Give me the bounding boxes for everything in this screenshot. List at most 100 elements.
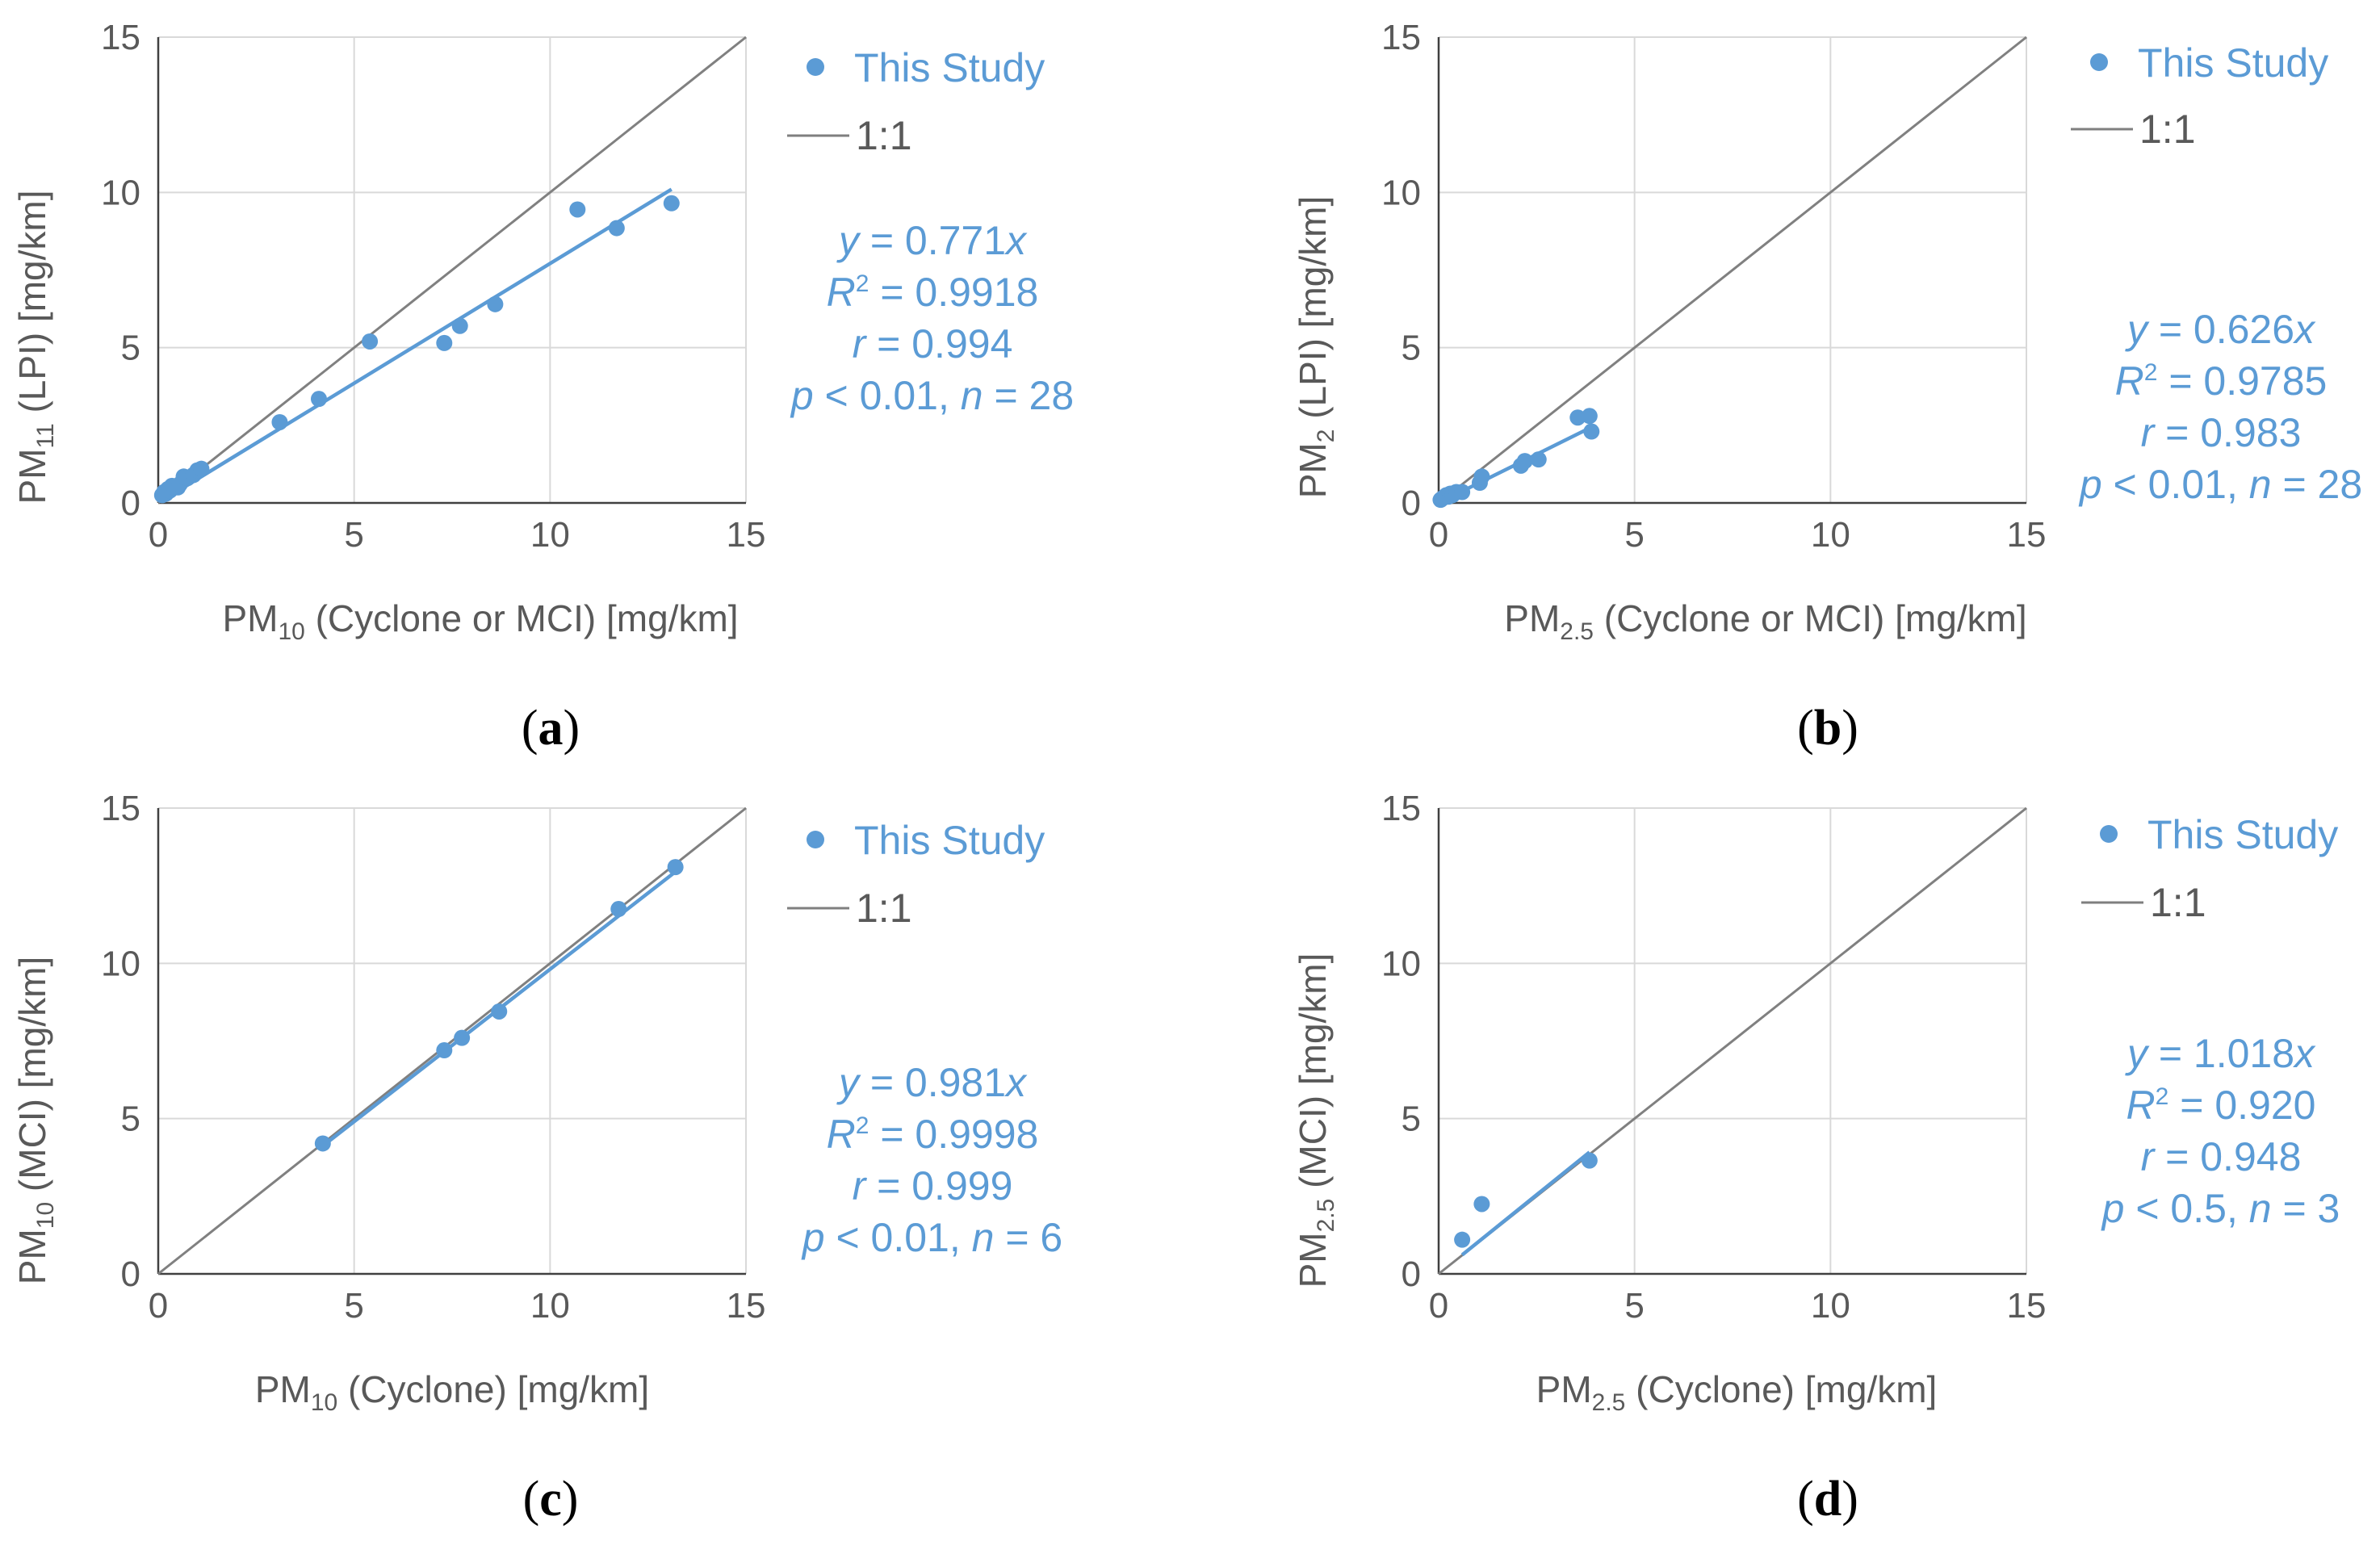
stat-r-d: r = 0.948 bbox=[2141, 1134, 2302, 1179]
y-tick-label-b-0: 0 bbox=[1402, 484, 1421, 523]
data-point-a-17 bbox=[436, 334, 453, 351]
stat-equation-d: y = 1.018x bbox=[2125, 1031, 2316, 1076]
plot-area-c: 00 5 5 10 10 15 15 bbox=[101, 789, 765, 1326]
data-point-c-2 bbox=[454, 1029, 471, 1046]
legend-series-a: This Study bbox=[854, 45, 1045, 90]
y-axis-label-b: PM2 (LPI) [mg/km] bbox=[1292, 196, 1339, 499]
fit-line-d bbox=[1460, 1150, 1591, 1257]
legend-reference-b: 1:1 bbox=[2139, 107, 2196, 152]
data-point-d-1 bbox=[1473, 1196, 1490, 1213]
stat-r2-d: R2 = 0.920 bbox=[2126, 1083, 2316, 1128]
legend-reference-c: 1:1 bbox=[856, 886, 912, 931]
stat-equation-a: y = 0.771x bbox=[836, 218, 1028, 263]
x-tick-label-d-0: 0 bbox=[1429, 1286, 1448, 1326]
stat-r-a: r = 0.994 bbox=[853, 321, 1013, 367]
x-axis-label-d: PM2.5 (Cyclone) [mg/km] bbox=[1536, 1368, 1938, 1416]
reference-line-a bbox=[157, 36, 747, 505]
stat-r-c: r = 0.999 bbox=[853, 1163, 1013, 1208]
data-point-c-3 bbox=[491, 1003, 508, 1020]
stat-equation-c: y = 0.981x bbox=[836, 1060, 1028, 1105]
panel-label-a: (a) bbox=[522, 701, 580, 756]
data-point-d-2 bbox=[1581, 1152, 1598, 1169]
data-point-a-14 bbox=[271, 413, 288, 430]
data-point-a-13 bbox=[193, 460, 210, 477]
data-point-b-14 bbox=[1569, 409, 1586, 426]
x-axis-label-c: PM10 (Cyclone) [mg/km] bbox=[255, 1368, 649, 1416]
y-tick-label-b-2: 10 bbox=[1381, 173, 1421, 212]
y-tick-label-c-0: 0 bbox=[121, 1255, 140, 1294]
y-tick-label-d-3: 15 bbox=[1381, 789, 1421, 828]
y-tick-label-d-1: 5 bbox=[1402, 1100, 1421, 1139]
data-point-a-22 bbox=[663, 195, 680, 212]
panel-a: 00 5 5 10 10 15 15 This Study 1:1 y = 0.771x R… bbox=[11, 18, 1074, 756]
panel-d: 00 5 5 10 10 15 15 This Study 1:1 y = 1.018x R… bbox=[1292, 789, 2340, 1527]
y-axis-label-c: PM10 (MCI) [mg/km] bbox=[11, 957, 59, 1284]
data-point-b-10 bbox=[1473, 468, 1490, 485]
stat-pn-d: p < 0.5, n = 3 bbox=[2101, 1186, 2340, 1231]
x-tick-label-a-1: 5 bbox=[344, 515, 363, 555]
y-axis-label-a: PM11 (LPI) [mg/km] bbox=[11, 191, 59, 505]
legend-series-b: This Study bbox=[2138, 40, 2328, 86]
legend-marker-a bbox=[807, 58, 824, 76]
data-point-b-13 bbox=[1530, 451, 1547, 468]
legend-reference-a: 1:1 bbox=[856, 113, 912, 158]
x-tick-label-a-3: 15 bbox=[727, 515, 766, 555]
data-point-b-16 bbox=[1583, 423, 1600, 440]
panel-label-b: (b) bbox=[1797, 701, 1858, 756]
x-axis-label-a: PM10 (Cyclone or MCI) [mg/km] bbox=[222, 597, 738, 645]
y-tick-label-c-1: 5 bbox=[121, 1100, 140, 1139]
data-point-c-5 bbox=[667, 859, 684, 876]
stat-pn-c: p < 0.01, n = 6 bbox=[801, 1215, 1063, 1260]
x-tick-label-c-3: 15 bbox=[727, 1286, 766, 1326]
x-tick-label-b-2: 10 bbox=[1811, 515, 1850, 555]
y-tick-label-a-1: 5 bbox=[121, 329, 140, 368]
data-point-b-8 bbox=[1454, 484, 1471, 501]
legend-series-c: This Study bbox=[854, 818, 1045, 863]
panel-label-c: (c) bbox=[523, 1472, 579, 1527]
legend-reference-d: 1:1 bbox=[2150, 880, 2206, 925]
x-tick-label-b-0: 0 bbox=[1429, 515, 1448, 555]
legend-marker-b bbox=[2090, 53, 2108, 71]
legend-marker-d bbox=[2100, 825, 2118, 843]
data-point-c-1 bbox=[436, 1042, 453, 1059]
y-tick-label-a-0: 0 bbox=[121, 484, 140, 523]
y-tick-label-b-1: 5 bbox=[1402, 329, 1421, 368]
stat-r-b: r = 0.983 bbox=[2141, 410, 2302, 455]
plot-area-b: 00 5 5 10 10 15 15 bbox=[1381, 18, 2046, 555]
stat-equation-b: y = 0.626x bbox=[2125, 307, 2316, 352]
x-tick-label-a-2: 10 bbox=[530, 515, 570, 555]
panel-c: 00 5 5 10 10 15 15 This Study 1:1 y = 0.981x R… bbox=[11, 789, 1062, 1527]
stat-r2-a: R2 = 0.9918 bbox=[827, 270, 1039, 315]
stat-r2-b: R2 = 0.9785 bbox=[2115, 358, 2328, 404]
stat-r2-c: R2 = 0.9998 bbox=[827, 1112, 1039, 1157]
y-tick-label-c-2: 10 bbox=[101, 944, 140, 983]
x-axis-label-b: PM2.5 (Cyclone or MCI) [mg/km] bbox=[1504, 597, 2026, 645]
y-tick-label-d-0: 0 bbox=[1402, 1255, 1421, 1294]
data-point-d-0 bbox=[1454, 1231, 1471, 1248]
data-point-b-15 bbox=[1581, 408, 1598, 425]
y-tick-label-b-3: 15 bbox=[1381, 18, 1421, 57]
y-axis-label-d: PM2.5 (MCI) [mg/km] bbox=[1292, 953, 1339, 1288]
x-tick-label-d-1: 5 bbox=[1624, 1286, 1644, 1326]
x-tick-label-b-3: 15 bbox=[2007, 515, 2047, 555]
data-point-a-19 bbox=[487, 295, 504, 312]
y-tick-label-a-2: 10 bbox=[101, 173, 140, 212]
reference-line-b bbox=[1438, 36, 2027, 505]
data-point-a-18 bbox=[451, 317, 468, 334]
x-tick-label-d-3: 15 bbox=[2007, 1286, 2047, 1326]
legend-marker-c bbox=[807, 831, 824, 848]
data-point-a-20 bbox=[569, 201, 586, 218]
data-point-a-16 bbox=[362, 333, 379, 350]
data-point-c-0 bbox=[314, 1135, 331, 1152]
x-tick-label-b-1: 5 bbox=[1624, 515, 1644, 555]
data-point-a-15 bbox=[310, 391, 327, 408]
x-tick-label-d-2: 10 bbox=[1811, 1286, 1850, 1326]
legend-series-d: This Study bbox=[2147, 812, 2338, 857]
data-point-c-4 bbox=[610, 901, 627, 918]
stat-pn-b: p < 0.01, n = 28 bbox=[2078, 462, 2362, 507]
y-tick-label-a-3: 15 bbox=[101, 18, 140, 57]
data-point-b-12 bbox=[1516, 453, 1533, 470]
plot-area-a: 00 5 5 10 10 15 15 bbox=[101, 18, 765, 555]
data-point-a-21 bbox=[608, 220, 625, 237]
